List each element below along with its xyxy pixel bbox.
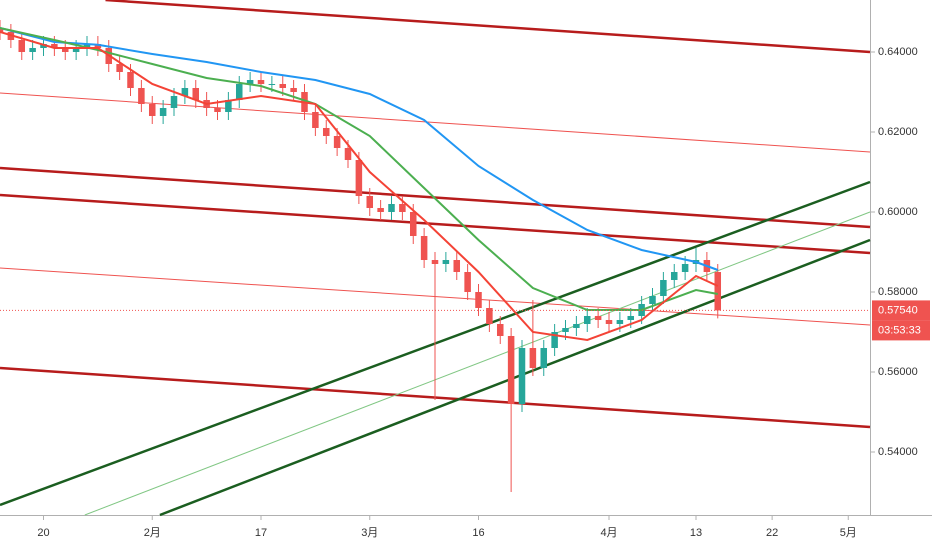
candle-body [399,204,406,212]
candle-body [116,64,123,72]
last-price-label: 0.57540 [878,304,918,316]
moving-average [0,27,719,271]
candle-body [148,104,156,116]
candle-body [409,212,417,236]
candle-body [573,324,580,328]
candle-body [268,84,276,85]
candle-body [235,84,243,100]
candle-body [583,316,591,324]
candle-body [138,88,145,104]
candle-body [616,320,624,324]
candle-body [507,336,515,404]
candle-body [214,108,221,112]
candle-body [181,88,189,96]
last-price-box [872,300,930,321]
candle-body [94,44,102,48]
candle-body [714,272,722,311]
candle-body [257,80,265,84]
candle-body [442,260,450,264]
candle-body [51,44,58,48]
candle-body [40,44,47,48]
candle-body [670,272,678,280]
trend-line [84,211,871,516]
candle-body [594,316,602,320]
x-tick-label: 3月 [361,527,378,539]
candle-body [0,28,4,32]
candle-body [475,292,482,308]
candle-body [388,204,395,212]
candle-body [551,332,558,348]
candle-body [344,148,352,160]
candle-body [225,100,232,112]
candle-body [333,136,341,148]
countdown-label: 03:53:33 [878,324,921,336]
candle-body [431,260,439,264]
x-tick-label: 4月 [600,527,617,539]
y-tick-label: 0.56000 [878,366,918,378]
candle-body [312,112,319,128]
candle-body [290,88,297,92]
y-tick-label: 0.60000 [878,206,918,218]
candle-body [192,88,200,100]
x-tick-label: 2月 [144,527,161,539]
candle-body [529,348,537,368]
candle-body [127,72,134,88]
x-tick-label: 22 [766,527,778,539]
candle-body [377,208,384,212]
y-tick-label: 0.62000 [878,126,918,138]
candle-body [627,316,635,320]
x-tick-label: 20 [37,527,49,539]
trend-line [0,193,871,255]
candle-body [355,160,363,196]
x-tick-label: 13 [690,527,702,539]
y-tick-label: 0.64000 [878,46,918,58]
candle-body [562,328,569,332]
candle-body [170,96,178,108]
candle-body [649,296,656,304]
candle-body [464,272,471,292]
candle-body [605,320,613,324]
moving-average [0,27,718,311]
candle-body [518,348,526,404]
candle-body [681,264,689,272]
moving-average [0,31,719,342]
countdown-box [872,320,930,341]
candle-body [366,196,374,208]
candle-body [496,324,504,336]
y-tick-label: 0.58000 [878,286,918,298]
candle-body [29,48,36,52]
candle-body [420,236,428,260]
candle-body [159,108,167,116]
candle-body [453,260,461,272]
candle-body [660,280,667,296]
candle-body [322,128,330,136]
trend-line [105,0,871,54]
candle-body [83,44,91,48]
candle-body [246,80,254,84]
candle-body [18,40,26,52]
candle-body [540,348,548,368]
x-tick-label: 5月 [840,527,857,539]
candle-body [279,84,287,88]
x-tick-label: 16 [472,527,484,539]
candle-body [72,48,80,52]
candle-body [486,308,493,324]
y-tick-label: 0.54000 [878,446,918,458]
candle-body [61,48,69,52]
trend-line [159,238,871,517]
x-tick-label: 17 [255,527,267,539]
trend-line [0,92,871,153]
